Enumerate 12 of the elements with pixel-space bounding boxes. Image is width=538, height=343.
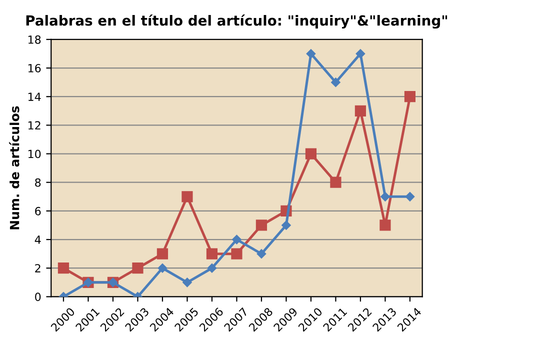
y-tick-label: 6 — [35, 206, 41, 216]
y-tick-label: 16 — [28, 64, 41, 72]
y-tick-label: 2 — [35, 264, 40, 272]
y-tick-label: 4 — [34, 236, 41, 244]
y-axis-title: Num. de artículos — [9, 106, 20, 230]
y-tick-label: 8 — [35, 178, 41, 187]
y-tick-label: 0 — [35, 292, 41, 302]
y-tick-label: 14 — [28, 92, 41, 101]
chart-title: Palabras en el título del artículo: "inquiry"&"learning" — [26, 14, 448, 29]
y-tick-label: 10 — [28, 150, 41, 158]
y-tick-label: 18 — [28, 35, 41, 44]
y-tick-label: 12 — [28, 121, 40, 130]
